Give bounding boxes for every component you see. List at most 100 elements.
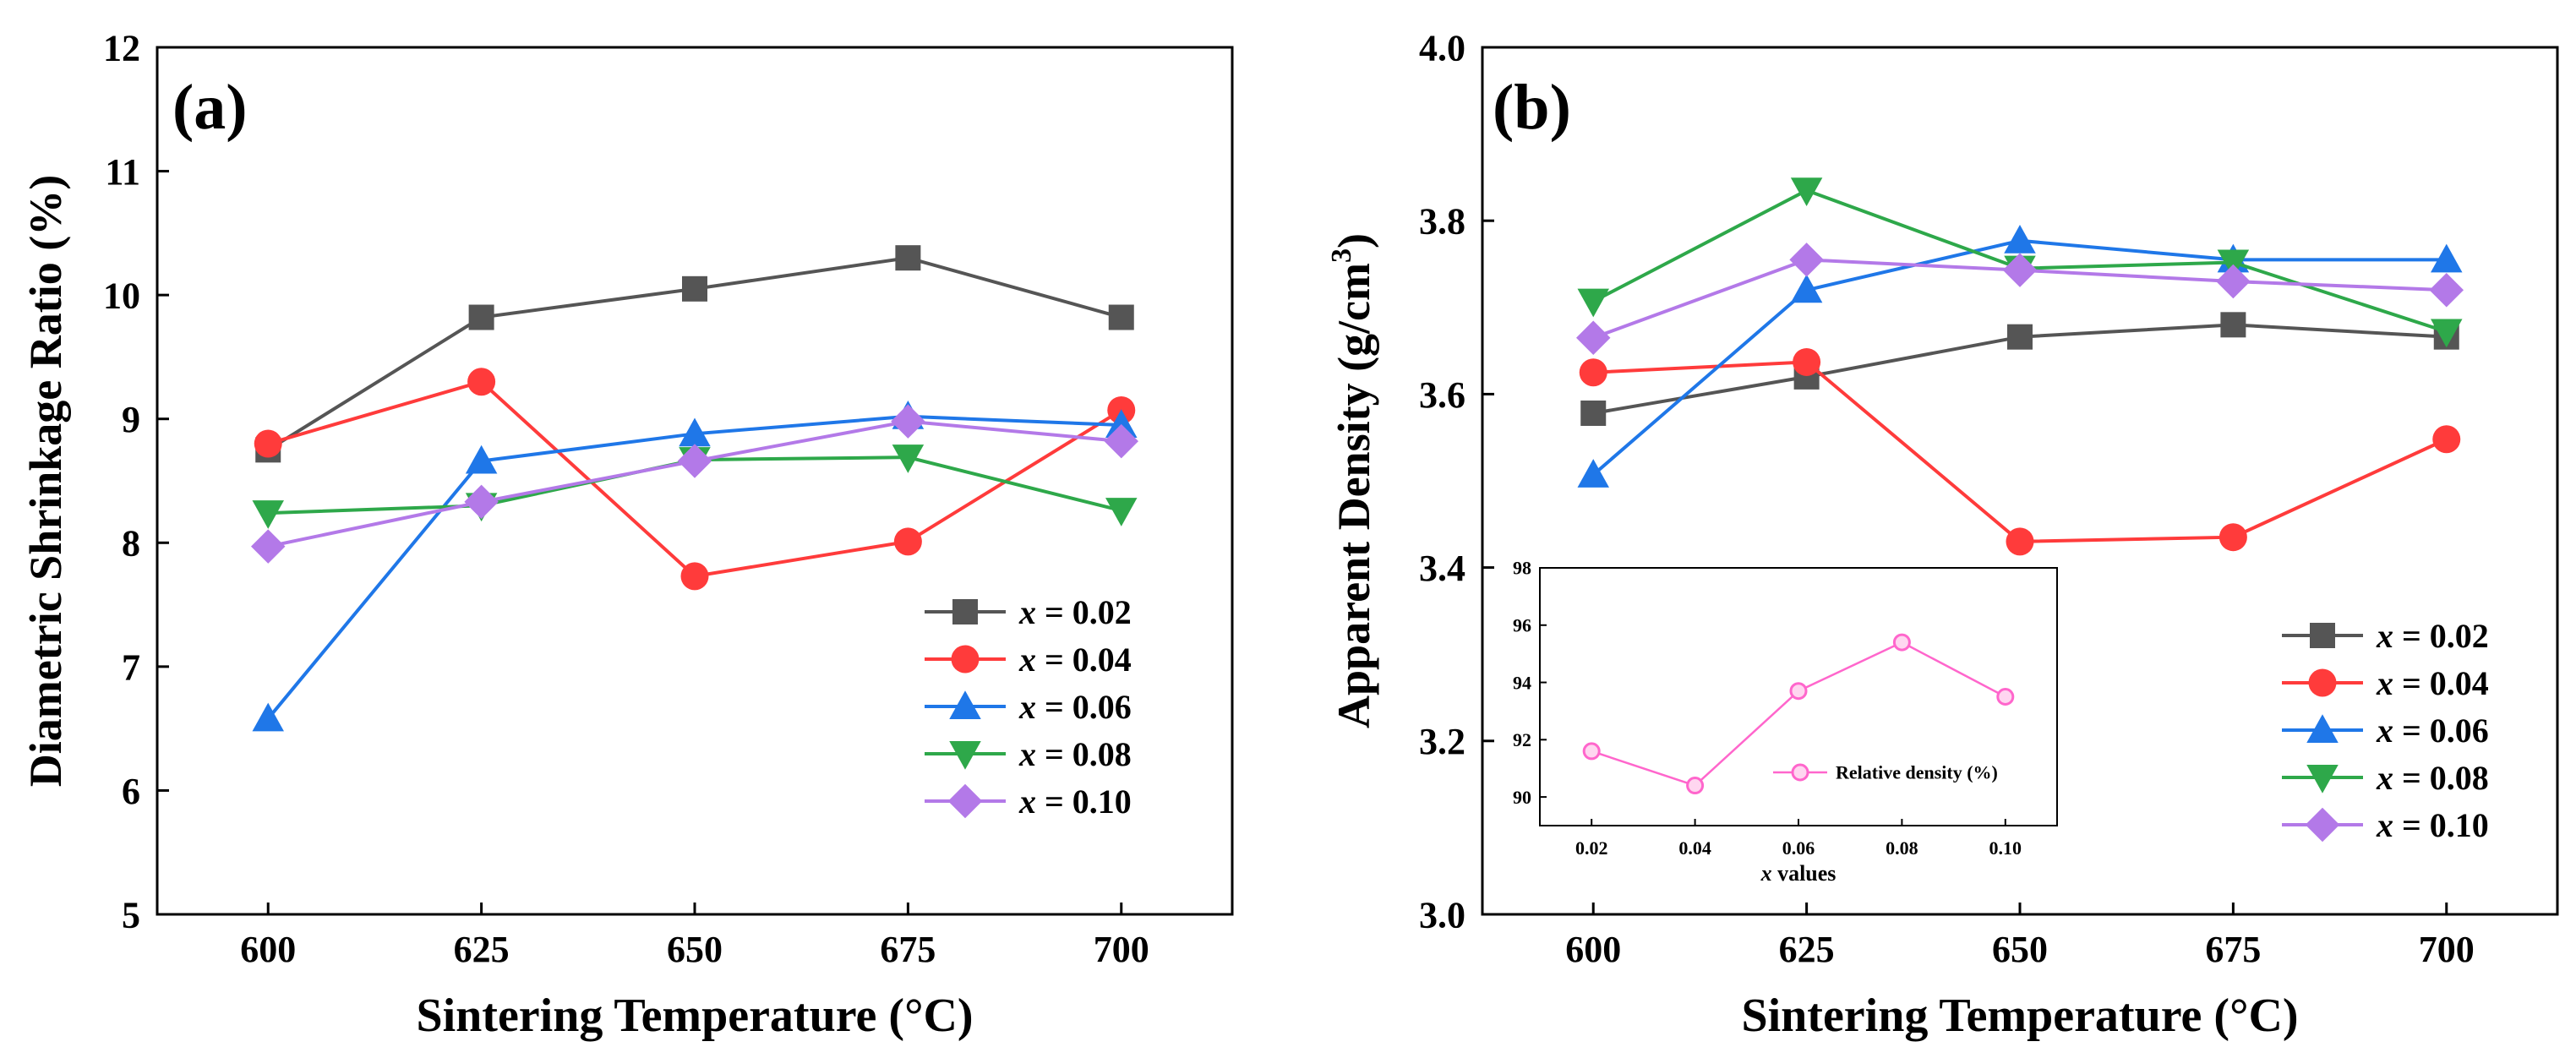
panel-a-label: (a) bbox=[172, 72, 248, 143]
panel-a-y-tick-label: 12 bbox=[103, 27, 140, 68]
panel-b-data-point bbox=[1793, 347, 1821, 376]
panel-a-data-point bbox=[468, 304, 494, 330]
panel-a-legend: x = 0.02 x = 0.04 x = 0.06 x = 0.08 x = 0.10 bbox=[925, 593, 1132, 821]
panel-a-data-point bbox=[1104, 423, 1139, 459]
panel-a-legend-label: x = 0.08 bbox=[1018, 735, 1132, 773]
panel-b-data-point bbox=[1790, 177, 1823, 207]
panel-b-series-line-1 bbox=[1593, 360, 2448, 543]
panel-a-legend-marker bbox=[949, 741, 981, 770]
panel-b-x-tick-label: 675 bbox=[2205, 929, 2261, 970]
panel-a-data-point bbox=[895, 245, 921, 271]
panel-a-axis-ticks: 600 625 650 675 700 5 6 7 8 9 10 11 12 bbox=[103, 27, 1149, 970]
panel-b-legend-marker bbox=[2305, 807, 2340, 843]
panel-b: (b) Sintering Temperature (°C) Apparent … bbox=[1326, 27, 2559, 1042]
panel-a-legend-value: = 0.10 bbox=[1036, 783, 1132, 821]
panel-b-legend-label: x = 0.06 bbox=[2376, 712, 2489, 750]
panel-a-data-point bbox=[1105, 409, 1138, 439]
panel-b-legend-var: x bbox=[2376, 664, 2393, 702]
panel-b-legend-marker bbox=[2306, 714, 2339, 743]
panel-b-data-point bbox=[1577, 288, 1609, 318]
inset-y-tick-label: 96 bbox=[1513, 614, 1531, 635]
inset-y-tick-label: 90 bbox=[1513, 787, 1531, 808]
inset-x-tick-label: 0.06 bbox=[1782, 837, 1815, 859]
inset-x-tick-label: 0.02 bbox=[1575, 837, 1608, 859]
panel-a-data-point bbox=[464, 484, 499, 520]
panel-a-data-point bbox=[677, 444, 712, 478]
panel-b-data-point bbox=[2002, 253, 2038, 287]
panel-b-data-point bbox=[1577, 459, 1609, 488]
panel-b-legend-label: x = 0.08 bbox=[2376, 759, 2489, 797]
panel-b-y-tick-label: 3.4 bbox=[1419, 548, 1465, 589]
panel-a-data-point bbox=[465, 444, 498, 474]
panel-b-data-point bbox=[2431, 243, 2463, 273]
panel-a-y-tick-label: 7 bbox=[122, 646, 140, 688]
panel-b-legend-marker bbox=[2306, 765, 2339, 794]
inset-legend: Relative density (%) bbox=[1773, 762, 1998, 783]
panel-a-y-tick-label: 8 bbox=[122, 523, 140, 564]
panel-a-data-point bbox=[892, 444, 925, 473]
inset-y-tick-label: 98 bbox=[1513, 558, 1531, 579]
panel-a-y-tick-label: 6 bbox=[122, 771, 140, 812]
panel-a-data-point bbox=[680, 562, 709, 591]
panel-a-legend-label: x = 0.02 bbox=[1018, 593, 1132, 631]
panel-a-legend-value: = 0.04 bbox=[1036, 641, 1132, 679]
panel-b-x-axis-label: Sintering Temperature (°C) bbox=[1741, 990, 2298, 1042]
panel-a-legend-marker bbox=[952, 599, 978, 624]
panel-b-x-tick-label: 600 bbox=[1565, 929, 1621, 970]
inset-data-point bbox=[1582, 742, 1601, 761]
panel-b-data-point bbox=[1790, 274, 1823, 303]
panel-a-data-point bbox=[1105, 498, 1138, 526]
panel-b-x-tick-label: 625 bbox=[1779, 929, 1835, 970]
panel-b-data-point bbox=[2216, 264, 2251, 299]
inset-data-point bbox=[1789, 682, 1808, 701]
inset-y-tick-label: 94 bbox=[1513, 672, 1531, 693]
panel-b-x-tick-label: 700 bbox=[2419, 929, 2475, 970]
panel-a: (a) Sintering Temperature (°C) Diametric… bbox=[20, 27, 1234, 1042]
panel-b-y-tick-label: 3.2 bbox=[1419, 721, 1465, 762]
panel-a-legend-value: = 0.06 bbox=[1036, 688, 1132, 726]
inset-data-point bbox=[1996, 688, 2015, 706]
panel-a-x-axis-label: Sintering Temperature (°C) bbox=[416, 990, 973, 1042]
inset-legend-label: Relative density (%) bbox=[1836, 762, 1998, 783]
panel-a-x-tick-label: 675 bbox=[880, 929, 936, 970]
panel-b-data-point bbox=[2007, 324, 2033, 350]
inset-series bbox=[1582, 633, 2015, 795]
panel-a-y-tick-label: 9 bbox=[122, 399, 140, 440]
panel-a-legend-label: x = 0.04 bbox=[1018, 641, 1132, 679]
panel-b-legend-label: x = 0.02 bbox=[2376, 617, 2489, 655]
panel-b-axis-ticks: 600 625 650 675 700 3.0 3.2 3.4 3.6 3.8 4.0 bbox=[1419, 27, 2475, 970]
inset-axis-ticks: 0.02 0.04 0.06 0.08 0.10 90 92 94 96 98 bbox=[1513, 558, 2022, 859]
panel-a-series bbox=[250, 245, 1139, 732]
panel-a-legend-marker bbox=[949, 690, 981, 719]
panel-b-y-tick-label: 3.6 bbox=[1419, 374, 1465, 416]
panel-b-data-point bbox=[1580, 400, 1607, 426]
inset-x-axis-label: x values bbox=[1760, 861, 1836, 886]
panel-b-legend-var: x bbox=[2376, 617, 2393, 655]
panel-b-legend-value: = 0.04 bbox=[2393, 664, 2489, 702]
panel-a-data-point bbox=[250, 529, 286, 564]
panel-b-y-axis-label-superscript: 3 bbox=[1326, 248, 1357, 263]
panel-b-label: (b) bbox=[1493, 72, 1571, 143]
panel-b-legend-value: = 0.02 bbox=[2393, 617, 2489, 655]
panel-a-legend-value: = 0.02 bbox=[1036, 593, 1132, 631]
panel-b-x-tick-label: 650 bbox=[1992, 929, 2048, 970]
panel-b-legend: x = 0.02x = 0.04x = 0.06x = 0.08x = 0.10 bbox=[2282, 617, 2489, 844]
inset-x-axis-label-var: x bbox=[1760, 861, 1772, 886]
inset-x-axis-label-rest: values bbox=[1772, 861, 1836, 886]
panel-a-legend-label: x = 0.06 bbox=[1018, 688, 1132, 726]
panel-b-y-tick-label: 3.0 bbox=[1419, 894, 1465, 935]
panel-b-legend-value: = 0.06 bbox=[2393, 712, 2489, 750]
panel-b-data-point bbox=[2220, 312, 2246, 338]
panel-a-data-point bbox=[893, 527, 922, 556]
panel-b-legend-marker bbox=[2310, 623, 2335, 648]
inset-y-tick-label: 92 bbox=[1513, 729, 1531, 750]
panel-b-legend-value: = 0.10 bbox=[2393, 806, 2489, 844]
panel-a-legend-marker bbox=[947, 783, 983, 819]
panel-b-legend-value: = 0.08 bbox=[2393, 759, 2489, 797]
inset-x-tick-label: 0.08 bbox=[1886, 837, 1918, 859]
panel-b-y-axis-label-end: ) bbox=[1329, 233, 1379, 248]
panel-a-data-point bbox=[891, 404, 925, 439]
panel-a-legend-label: x = 0.10 bbox=[1018, 783, 1132, 821]
panel-b-data-point bbox=[2217, 249, 2250, 279]
